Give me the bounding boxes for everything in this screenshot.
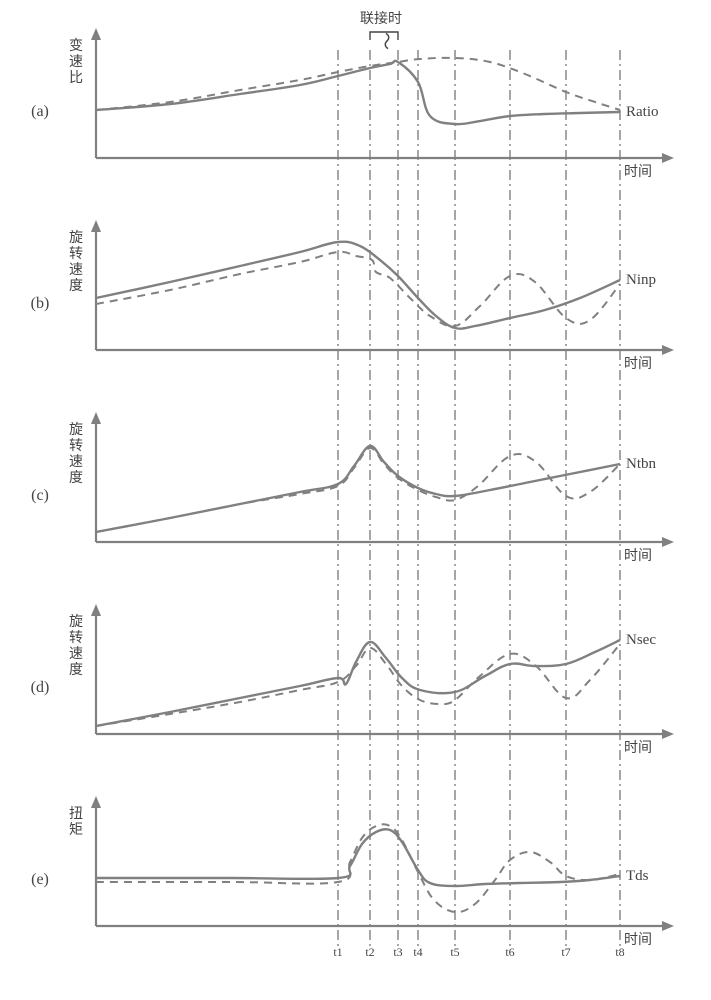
solid-curve xyxy=(96,829,620,886)
panel-row: (b) 旋转速度时间 Ninp xyxy=(20,212,691,396)
solid-curve xyxy=(96,446,620,532)
series-tag: Tds xyxy=(626,868,649,884)
time-tick-label: t2 xyxy=(365,945,374,959)
panel-row: (c) 旋转速度时间 Ntbn xyxy=(20,404,691,588)
panel-id-label: (c) xyxy=(20,487,60,505)
y-axis-label-char: 转 xyxy=(69,630,83,646)
x-axis-label: 时间 xyxy=(624,932,652,948)
y-axis-label-char: 速 xyxy=(69,262,83,278)
event-tilde-icon: 〜 xyxy=(374,32,400,50)
y-axis-label-char: 速 xyxy=(69,454,83,470)
panel-row: (d) 旋转速度时间 Nsec xyxy=(20,596,691,780)
panel-id-label: (e) xyxy=(20,871,60,889)
time-tick-label: t5 xyxy=(450,945,459,959)
y-axis-label-char: 旋 xyxy=(69,614,83,630)
x-axis-label: 时间 xyxy=(624,164,652,180)
time-tick-label: t3 xyxy=(393,945,402,959)
series-tag: Ratio xyxy=(626,104,659,120)
series-tag: Ntbn xyxy=(626,456,657,472)
series-tag: Nsec xyxy=(626,632,656,648)
dashed-curve xyxy=(96,252,620,326)
panel-chart: 旋转速度时间 Ntbn xyxy=(60,404,690,588)
dashed-curve xyxy=(96,824,620,912)
solid-curve xyxy=(96,242,620,329)
time-tick-label: t8 xyxy=(615,945,624,959)
x-axis-label: 时间 xyxy=(624,356,652,372)
y-axis-label-char: 转 xyxy=(69,246,83,262)
x-axis-label: 时间 xyxy=(624,548,652,564)
y-axis-label-char: 矩 xyxy=(69,822,83,838)
time-tick-label: t1 xyxy=(333,945,342,959)
time-tick-label: t7 xyxy=(561,945,570,959)
y-axis-label-char: 转 xyxy=(69,438,83,454)
dashed-curve xyxy=(96,58,620,110)
panel-chart: 旋转速度时间 Ninp xyxy=(60,212,690,396)
y-axis-label-char: 旋 xyxy=(69,230,83,246)
panel-chart: 扭矩时间 Tds t1 t2 t3 t4 t5 t6 t7 t8 xyxy=(60,788,690,972)
y-axis-label-char: 变 xyxy=(69,38,83,54)
solid-curve xyxy=(96,640,620,726)
x-axis-label: 时间 xyxy=(624,740,652,756)
panel-chart: 旋转速度时间 Nsec xyxy=(60,596,690,780)
y-axis-label-char: 度 xyxy=(69,662,83,678)
event-label: 联接时 xyxy=(360,8,402,28)
y-axis-label-char: 速 xyxy=(69,54,83,70)
time-tick-label: t4 xyxy=(413,945,422,959)
y-axis-label-char: 度 xyxy=(69,278,83,294)
panel-id-label: (a) xyxy=(20,103,60,121)
panel-row: (a) 变速比时间 Ratio xyxy=(20,20,691,204)
panel-id-label: (d) xyxy=(20,679,60,697)
y-axis-label-char: 速 xyxy=(69,646,83,662)
time-tick-label: t6 xyxy=(505,945,514,959)
panel-row: (e) 扭矩时间 Tds t1 t2 t3 t4 t5 t6 t7 t8 xyxy=(20,788,691,972)
y-axis-label-char: 比 xyxy=(69,70,83,86)
y-axis-label-char: 度 xyxy=(69,470,83,486)
solid-curve xyxy=(96,61,620,124)
y-axis-label-char: 旋 xyxy=(69,422,83,438)
panel-id-label: (b) xyxy=(20,295,60,313)
y-axis-label-char: 扭 xyxy=(69,806,83,822)
series-tag: Ninp xyxy=(626,272,656,288)
